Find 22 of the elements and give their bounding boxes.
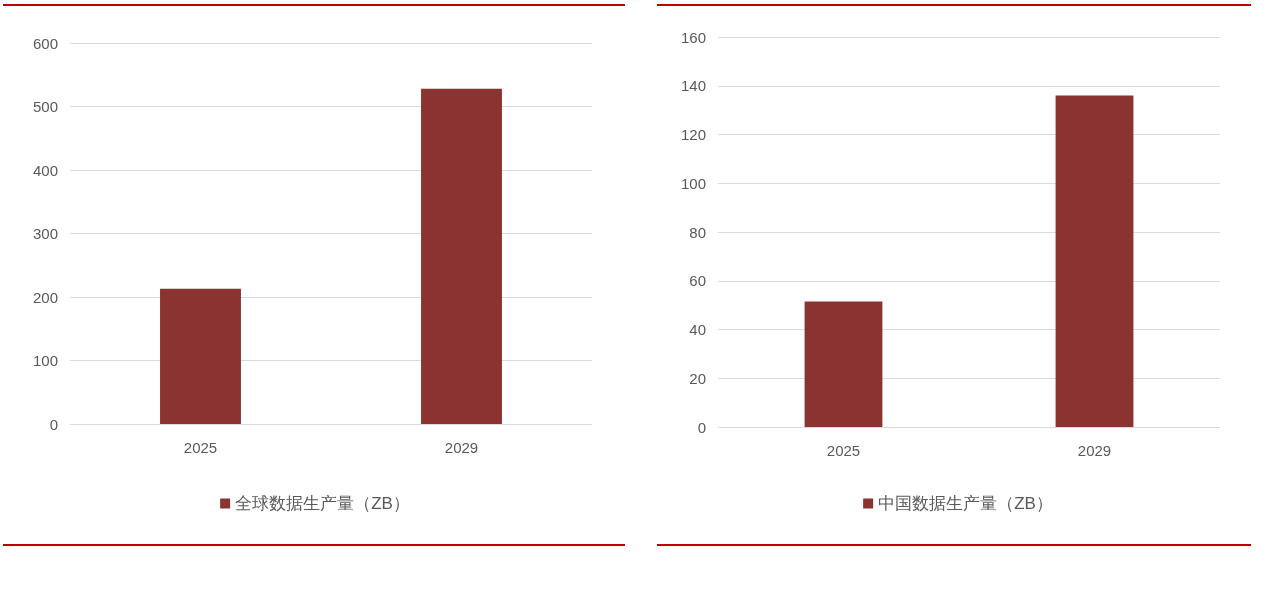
x-tick-label: 2029 <box>1077 442 1112 459</box>
y-tick-label: 160 <box>680 28 706 46</box>
y-tick-label: 300 <box>32 225 58 242</box>
y-tick-label: 100 <box>680 174 706 192</box>
legend-label: 全球数据生产量（ZB） <box>235 494 410 513</box>
y-tick-label: 0 <box>697 418 706 436</box>
y-tick-label: 0 <box>49 415 58 433</box>
x-tick-label: 2025 <box>826 442 861 459</box>
legend-label: 中国数据生产量（ZB） <box>878 494 1053 513</box>
y-tick-label: 100 <box>32 352 58 369</box>
y-tick-label: 400 <box>32 161 58 179</box>
y-tick-label: 20 <box>689 369 706 387</box>
y-tick-label: 120 <box>680 126 706 143</box>
y-tick-label: 200 <box>32 288 58 306</box>
y-tick-label: 40 <box>689 321 706 338</box>
y-tick-label: 140 <box>680 77 706 95</box>
x-tick-label: 2029 <box>444 439 479 456</box>
y-tick-label: 80 <box>689 223 706 241</box>
x-tick-label: 2025 <box>183 439 218 456</box>
y-tick-label: 60 <box>689 272 706 290</box>
y-tick-label: 500 <box>32 98 58 115</box>
y-tick-label: 600 <box>32 34 58 52</box>
